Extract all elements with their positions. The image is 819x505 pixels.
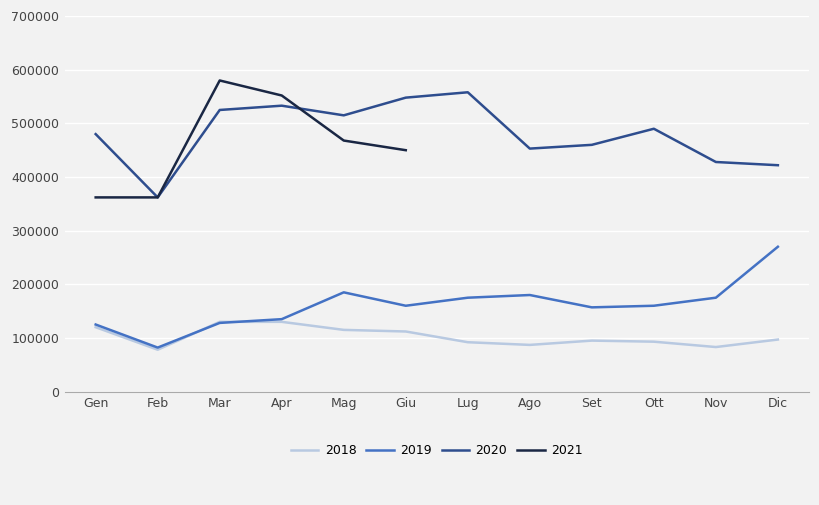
2020 [772,162,782,168]
2021 [338,137,348,143]
2019 [586,305,596,311]
2020 [277,103,287,109]
2019 [152,344,162,350]
2020 [152,194,162,200]
2018 [152,347,162,353]
2021 [152,194,162,200]
2018 [648,339,658,345]
Line: 2018: 2018 [96,322,777,350]
2020 [91,131,101,137]
2020 [710,159,720,165]
2020 [648,126,658,132]
2018 [586,337,596,343]
2018 [215,319,224,325]
2018 [338,327,348,333]
2019 [648,302,658,309]
2019 [462,295,472,301]
2018 [462,339,472,345]
Legend: 2018, 2019, 2020, 2021: 2018, 2019, 2020, 2021 [286,439,587,462]
2019 [338,289,348,295]
2019 [400,302,410,309]
2018 [400,328,410,334]
2019 [91,322,101,328]
2020 [586,142,596,148]
2019 [524,292,534,298]
2020 [338,112,348,118]
2018 [710,344,720,350]
2021 [400,147,410,153]
2021 [215,77,224,83]
Line: 2019: 2019 [96,247,777,347]
2018 [772,336,782,342]
2020 [462,89,472,95]
2020 [524,145,534,152]
2018 [524,342,534,348]
Line: 2020: 2020 [96,92,777,197]
2019 [277,316,287,322]
2019 [710,295,720,301]
2019 [772,244,782,250]
2021 [277,92,287,98]
2021 [91,194,101,200]
2018 [91,324,101,330]
2020 [215,107,224,113]
Line: 2021: 2021 [96,80,405,197]
2020 [400,94,410,100]
2018 [277,319,287,325]
2019 [215,320,224,326]
